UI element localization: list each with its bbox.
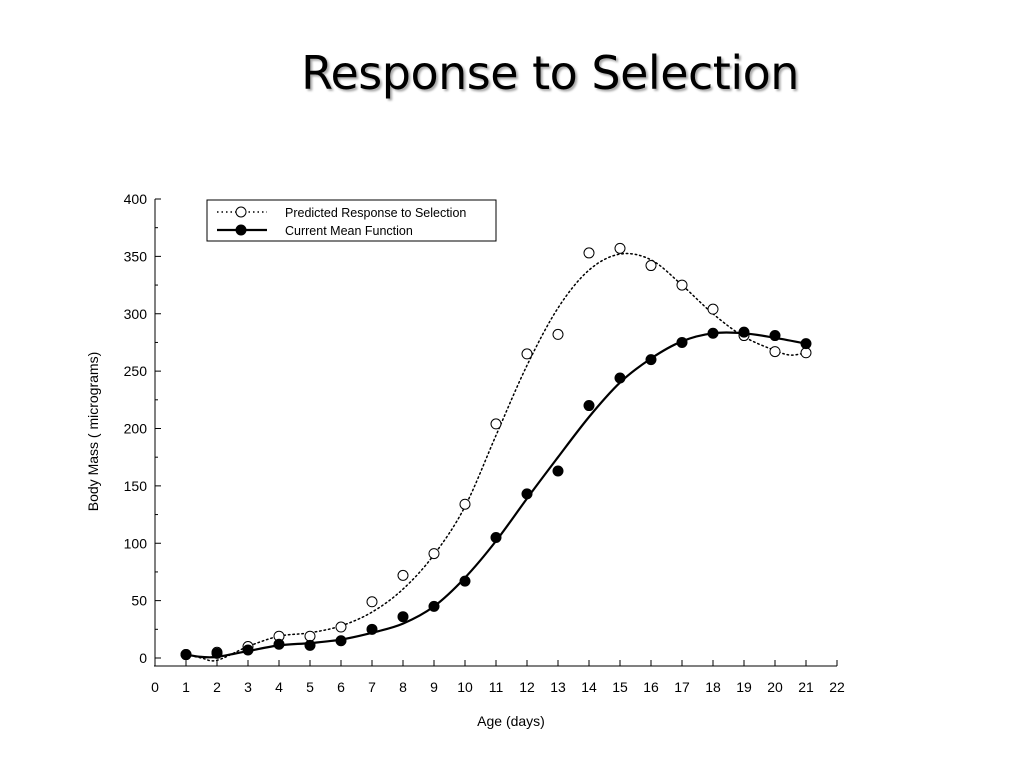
x-tick-label: 21 [798,679,814,695]
series-2-point [800,338,812,350]
x-tick-label: 6 [337,679,345,695]
x-tick-label: 12 [519,679,535,695]
series-2-point [521,488,533,500]
x-tick-label: 8 [399,679,407,695]
x-tick-label: 3 [244,679,252,695]
x-tick-label: 2 [213,679,221,695]
series-1-point [366,596,378,608]
series-1-line [185,252,807,662]
series-1-point [552,328,564,340]
x-tick-label: 18 [705,679,721,695]
series-2-point [459,575,471,587]
series-2-point [211,647,223,659]
x-tick-label: 20 [767,679,783,695]
series-1-point [459,498,471,510]
y-tick-label: 200 [124,421,148,437]
series-2-point [242,644,254,656]
x-tick-label: 10 [457,679,473,695]
x-tick-label: 16 [643,679,659,695]
legend-label-1: Predicted Response to Selection [285,206,466,220]
series-1-point [428,548,440,560]
series-2-point [552,465,564,477]
x-tick-label: 5 [306,679,314,695]
x-tick-label: 4 [275,679,283,695]
slide-title: Response to Selection [301,46,799,100]
series-2-point [273,638,285,650]
legend-marker-2 [235,224,247,236]
legend-box [206,199,497,242]
series-2-point [428,600,440,612]
x-axis-title: Age (days) [477,713,545,729]
x-tick-label: 1 [182,679,190,695]
x-tick-label: 13 [550,679,566,695]
y-tick-label: 400 [124,191,148,207]
y-tick-label: 350 [124,248,148,264]
series-2-point [180,649,192,661]
series-2-point [614,372,626,384]
series-1-point [397,569,409,581]
y-tick-label: 0 [139,650,147,666]
y-tick-label: 50 [131,593,147,609]
y-tick-label: 150 [124,478,148,494]
series-2-point [738,326,750,338]
series-2-line [184,331,808,659]
series-1-point [583,247,595,259]
series-2-point [769,330,781,342]
series-2-point [583,400,595,412]
series-1-point [614,242,626,254]
chart-legend: Predicted Response to Selection Current M… [206,199,497,242]
series-1-point [707,303,719,315]
series-1-point [676,279,688,291]
series-2-point [707,327,719,339]
legend-label-2: Current Mean Function [285,224,413,238]
series-1-point [304,630,316,642]
series-2-point [366,623,378,635]
series-2-point [397,611,409,623]
series-2-point [490,532,502,544]
y-tick-label: 300 [124,306,148,322]
x-tick-label: 19 [736,679,752,695]
y-tick-label: 250 [124,363,148,379]
x-tick-label: 14 [581,679,597,695]
y-axis-title: Body Mass ( micrograms) [85,352,101,511]
legend-marker-1 [235,206,247,218]
series-1-point [490,418,502,430]
x-tick-label: 9 [430,679,438,695]
chart-series [180,242,812,662]
x-tick-label: 17 [674,679,690,695]
x-tick-label: 7 [368,679,376,695]
x-tick-label: 0 [151,679,159,695]
series-2-point [645,354,657,366]
series-2-point [335,635,347,647]
series-1-point [769,346,781,358]
x-tick-label: 22 [829,679,845,695]
series-1-point [521,348,533,360]
series-1-point [645,260,657,272]
series-1-point [335,621,347,633]
x-tick-label: 11 [489,679,504,695]
series-2-point [304,639,316,651]
series-2-point [676,336,688,348]
series-1-point [800,347,812,359]
y-tick-label: 100 [124,535,148,551]
x-tick-label: 15 [612,679,628,695]
